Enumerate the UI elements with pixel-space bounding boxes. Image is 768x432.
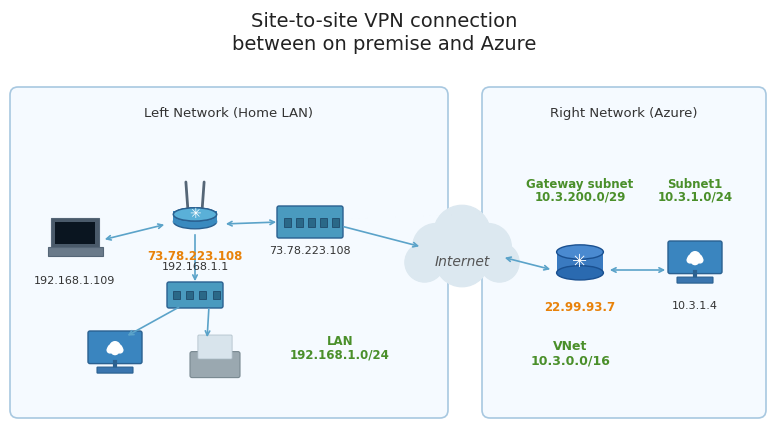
FancyBboxPatch shape (425, 257, 499, 276)
FancyBboxPatch shape (283, 217, 290, 226)
Text: 10.3.1.0/24: 10.3.1.0/24 (657, 191, 733, 204)
Text: LAN: LAN (326, 335, 353, 348)
Circle shape (480, 243, 519, 282)
Text: 10.3.200.0/29: 10.3.200.0/29 (535, 191, 626, 204)
Circle shape (412, 223, 459, 270)
Text: ✳: ✳ (189, 207, 200, 222)
FancyBboxPatch shape (277, 206, 343, 238)
Text: 73.78.223.108: 73.78.223.108 (270, 246, 351, 256)
Circle shape (690, 252, 700, 262)
FancyBboxPatch shape (186, 290, 193, 299)
Text: Site-to-site VPN connection: Site-to-site VPN connection (251, 12, 517, 31)
Circle shape (118, 347, 123, 353)
FancyBboxPatch shape (51, 218, 99, 247)
Circle shape (111, 347, 119, 355)
Text: Internet: Internet (435, 255, 490, 269)
Text: Subnet1: Subnet1 (667, 178, 723, 191)
Text: 10.3.1.4: 10.3.1.4 (672, 301, 718, 311)
Circle shape (108, 345, 115, 352)
Circle shape (695, 255, 702, 262)
Circle shape (435, 233, 489, 287)
Ellipse shape (557, 245, 604, 259)
FancyBboxPatch shape (213, 290, 220, 299)
FancyBboxPatch shape (199, 290, 206, 299)
Text: 22.99.93.7: 22.99.93.7 (545, 301, 616, 314)
FancyBboxPatch shape (174, 211, 217, 223)
Circle shape (687, 257, 693, 263)
FancyBboxPatch shape (10, 87, 448, 418)
Text: between on premise and Azure: between on premise and Azure (232, 35, 536, 54)
FancyBboxPatch shape (482, 87, 766, 418)
FancyBboxPatch shape (55, 222, 95, 245)
FancyBboxPatch shape (48, 247, 102, 256)
Circle shape (110, 342, 120, 352)
FancyBboxPatch shape (557, 252, 604, 273)
Ellipse shape (174, 208, 217, 221)
Circle shape (114, 345, 122, 352)
Text: ✳: ✳ (572, 254, 588, 271)
FancyBboxPatch shape (173, 290, 180, 299)
Text: 73.78.223.108: 73.78.223.108 (147, 250, 243, 263)
FancyBboxPatch shape (190, 352, 240, 378)
Text: Right Network (Azure): Right Network (Azure) (550, 107, 698, 120)
Ellipse shape (557, 266, 604, 280)
FancyBboxPatch shape (677, 277, 713, 283)
Text: 192.168.1.109: 192.168.1.109 (35, 276, 116, 286)
FancyBboxPatch shape (198, 335, 232, 359)
FancyBboxPatch shape (167, 282, 223, 308)
Text: VNet: VNet (553, 340, 588, 353)
FancyBboxPatch shape (296, 217, 303, 226)
Text: 192.168.1.1: 192.168.1.1 (161, 262, 229, 272)
Text: 10.3.0.0/16: 10.3.0.0/16 (530, 355, 610, 368)
FancyBboxPatch shape (668, 241, 722, 273)
Circle shape (108, 347, 113, 353)
Circle shape (697, 257, 703, 263)
FancyBboxPatch shape (319, 217, 326, 226)
FancyBboxPatch shape (307, 217, 315, 226)
Text: Gateway subnet: Gateway subnet (526, 178, 634, 191)
Text: Left Network (Home LAN): Left Network (Home LAN) (144, 107, 313, 120)
FancyBboxPatch shape (332, 217, 339, 226)
Text: 192.168.1.0/24: 192.168.1.0/24 (290, 348, 390, 361)
Circle shape (465, 223, 511, 270)
FancyBboxPatch shape (88, 331, 142, 364)
Circle shape (405, 243, 445, 282)
Circle shape (691, 257, 699, 264)
FancyBboxPatch shape (97, 367, 133, 373)
Ellipse shape (174, 214, 217, 229)
Circle shape (688, 255, 695, 262)
Circle shape (433, 205, 491, 262)
Ellipse shape (174, 208, 217, 221)
